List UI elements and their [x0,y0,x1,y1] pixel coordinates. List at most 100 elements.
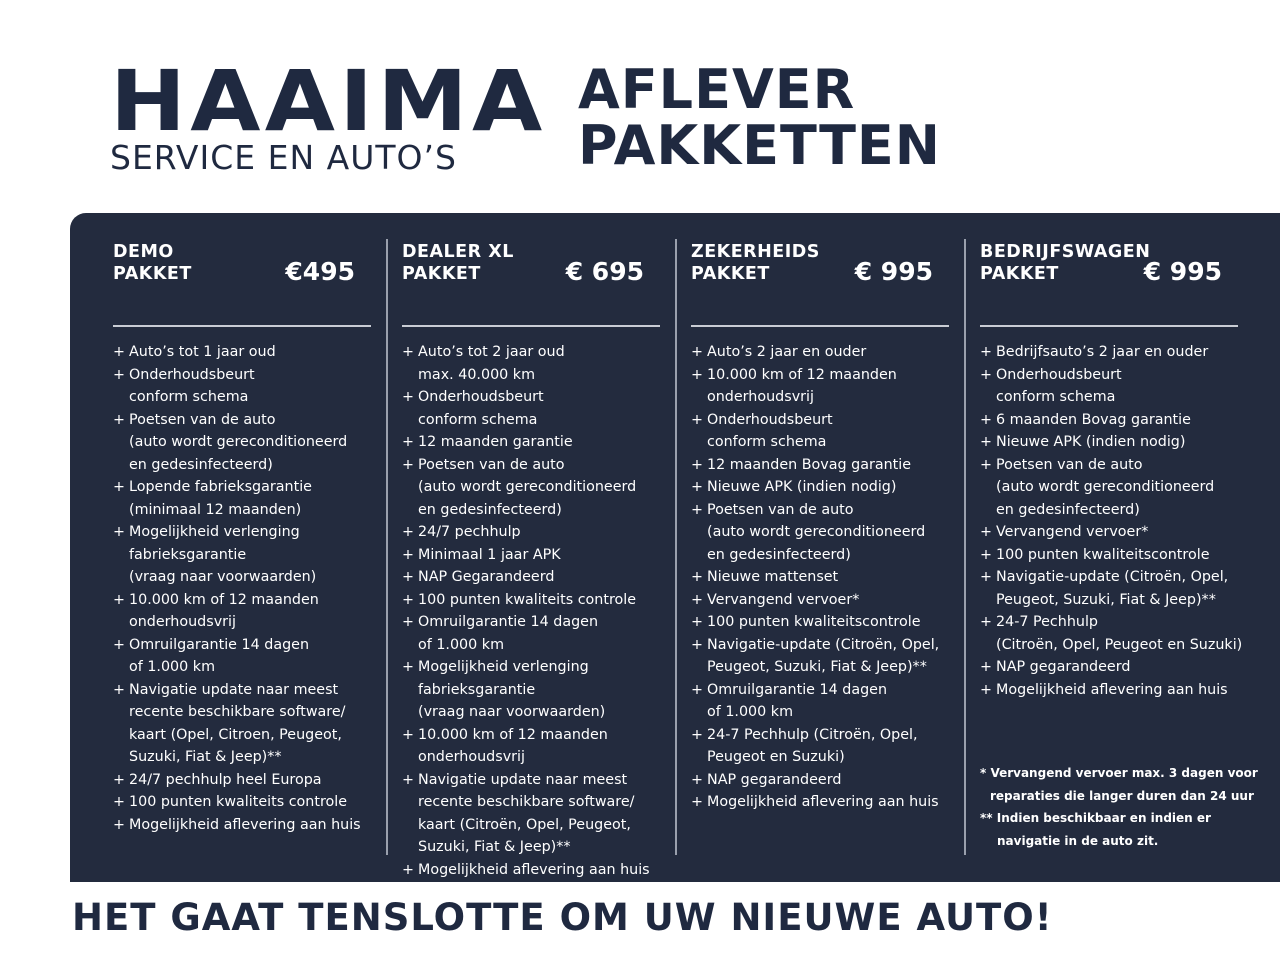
feature-text: (vraag naar voorwaarden) [129,569,317,585]
feature-text: Peugeot, Suzuki, Fiat & Jeep)** [707,659,927,675]
title-line-2: PAKKETTEN [578,114,941,177]
plus-icon: + [113,591,125,608]
feature-text: NAP gegarandeerd [996,659,1131,675]
feature-item: + Navigatie update naar meest recente besc… [402,769,660,859]
package-features: + Auto’s 2 jaar en ouder +10.000 km of 12 … [691,341,949,814]
column-divider [386,239,388,855]
package-features: + Bedrijfsauto’s 2 jaar en ouder + Onderhou… [980,341,1243,702]
plus-icon: + [980,614,992,630]
plus-icon: + [113,636,125,653]
feature-item: +24-7 Pechhulp (Citroën, Opel, Peugeot en… [980,611,1243,656]
feature-item: +100 punten kwaliteitscontrole [980,544,1238,567]
feature-text: (auto wordt gereconditioneerd [129,434,348,450]
plus-icon: + [402,546,414,563]
brand-subtitle: SERVICE EN AUTO’S [110,138,457,177]
plus-icon: + [113,366,125,383]
feature-item: +10.000 km of 12 maanden onderhoudsvrij [113,589,371,634]
plus-icon: + [113,411,125,428]
feature-text: 24/7 pechhulp [418,524,521,540]
feature-text: Mogelijkheid aflevering aan huis [129,816,361,833]
feature-text: en gedesinfecteerd) [707,546,851,563]
plus-icon: + [402,389,414,405]
feature-text: 10.000 km of 12 maanden [707,366,897,383]
package-column: BEDRIJFSWAGEN PAKKET € 995 + Bedrijfsauto’s … [980,213,1243,702]
package-price: € 995 [854,257,933,286]
feature-text: conform schema [418,411,538,428]
plus-icon: + [113,771,125,788]
feature-text: 24/7 pechhulp heel Europa [129,771,322,788]
feature-text: Onderhoudsbeurt [129,366,255,383]
plus-icon: + [980,524,992,540]
feature-text: Omruilgarantie 14 dagen [707,681,888,698]
feature-item: +24-7 Pechhulp (Citroën, Opel, Peugeot en… [691,724,949,769]
column-divider [964,239,966,855]
package-name-2: PAKKET [113,264,192,284]
plus-icon: + [402,726,414,743]
package-name: BEDRIJFSWAGEN [980,242,1151,262]
plus-icon: + [402,456,414,473]
feature-text: of 1.000 km [707,704,794,720]
feature-text: 12 maanden garantie [418,434,573,450]
feature-text: of 1.000 km [129,659,216,675]
plus-icon: + [402,771,414,788]
plus-icon: + [402,344,414,360]
feature-text: 10.000 km of 12 maanden [129,591,319,608]
feature-item: +6 maanden Bovag garantie [980,409,1238,432]
footnote-1-cont: reparaties die langer duren dan 24 uur [990,788,1254,803]
package-name: DEMO [113,242,174,262]
feature-text: 24-7 Pechhulp (Citroën, Opel, [707,726,918,743]
package-name-2: PAKKET [980,264,1059,284]
plus-icon: + [113,524,125,540]
package-column: DEALER XL PAKKET € 695 + Auto’s tot 2 jaar o… [402,213,660,881]
page-title: AFLEVER PAKKETTEN [578,62,941,174]
feature-text: max. 40.000 km [418,366,536,383]
feature-text: (Citroën, Opel, Peugeot en Suzuki) [996,636,1243,653]
feature-item: + Poetsen van de auto (auto wordt gerecond… [402,454,660,522]
feature-item: + Omruilgarantie 14 dagen of 1.000 km [113,634,371,679]
package-price: €495 [285,257,355,286]
plus-icon: + [691,456,703,473]
plus-icon: + [113,794,125,810]
feature-text: Nieuwe mattenset [707,569,839,585]
feature-text: Suzuki, Fiat & Jeep)** [418,839,571,855]
plus-icon: + [691,681,703,698]
feature-item: + Mogelijkheid aflevering aan huis [980,679,1238,702]
plus-icon: + [691,614,703,630]
feature-text: Poetsen van de auto [707,501,854,518]
feature-text: 100 punten kwaliteits controle [129,794,348,810]
plus-icon: + [980,681,992,698]
feature-text: (auto wordt gereconditioneerd [996,479,1215,495]
feature-item: + Mogelijkheid verlenging fabrieksgarantie… [402,656,660,724]
plus-icon: + [691,344,703,360]
feature-text: fabrieksgarantie [129,546,247,563]
feature-text: kaart (Citroën, Opel, Peugeot, [418,816,631,833]
feature-item: +12 maanden garantie [402,431,660,454]
package-column: ZEKERHEIDS PAKKET € 995 + Auto’s 2 jaar en o… [691,213,949,814]
package-name: ZEKERHEIDS [691,242,820,262]
feature-text: Vervangend vervoer* [996,524,1149,540]
feature-text: NAP gegarandeerd [707,771,842,788]
plus-icon: + [691,501,703,518]
footnote-2: ** Indien beschikbaar en indien er [980,811,1211,825]
packages-panel: DEMO PAKKET €495 + Auto’s tot 1 jaar oud + Ond… [70,213,1280,882]
feature-text: Poetsen van de auto [418,456,565,473]
feature-text: Minimaal 1 jaar APK [418,546,561,563]
feature-text: 100 punten kwaliteitscontrole [996,546,1210,563]
feature-item: + Onderhoudsbeurt conform schema [113,364,371,409]
package-header: BEDRIJFSWAGEN PAKKET € 995 [980,241,1238,327]
feature-item: +10.000 km of 12 maanden onderhoudsvrij [402,724,660,769]
plus-icon: + [980,366,992,383]
package-name-2: PAKKET [402,264,481,284]
feature-text: en gedesinfecteerd) [418,501,562,518]
feature-text: Vervangend vervoer* [707,591,860,608]
feature-text: (vraag naar voorwaarden) [418,704,606,720]
plus-icon: + [980,434,992,450]
feature-text: Mogelijkheid verlenging [418,659,589,675]
feature-text: Mogelijkheid aflevering aan huis [418,861,650,878]
feature-text: Lopende fabrieksgarantie [129,479,312,495]
feature-text: NAP Gegarandeerd [418,569,555,585]
feature-item: + Poetsen van de auto (auto wordt gerecond… [980,454,1238,522]
feature-text: Peugeot en Suzuki) [707,749,845,765]
feature-text: Nieuwe APK (indien nodig) [996,434,1186,450]
feature-text: of 1.000 km [418,636,505,653]
